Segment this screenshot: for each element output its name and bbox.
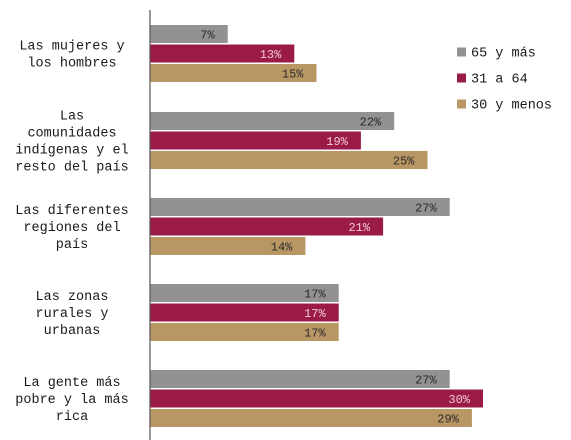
bar bbox=[150, 217, 384, 236]
data-label: 29% bbox=[437, 412, 459, 426]
data-label: 17% bbox=[304, 307, 326, 321]
category-label: Las mujeres y bbox=[19, 40, 124, 55]
category-label: indígenas y el bbox=[15, 144, 128, 159]
bar bbox=[150, 389, 483, 408]
bar bbox=[150, 284, 339, 302]
bars bbox=[150, 25, 483, 427]
data-label: 13% bbox=[260, 48, 282, 62]
bar bbox=[150, 303, 339, 322]
bar bbox=[150, 64, 317, 82]
data-label: 7% bbox=[200, 28, 215, 42]
bar bbox=[150, 323, 339, 341]
bar bbox=[150, 112, 395, 130]
legend-label: 65 y más bbox=[471, 47, 536, 62]
category-label: rica bbox=[56, 410, 88, 425]
legend-label: 31 a 64 bbox=[471, 73, 528, 88]
data-label: 21% bbox=[348, 221, 370, 235]
data-label: 17% bbox=[304, 326, 326, 340]
data-label: 19% bbox=[326, 135, 348, 149]
bar bbox=[150, 237, 306, 255]
data-label: 27% bbox=[415, 201, 437, 215]
category-label: país bbox=[56, 238, 88, 253]
bar bbox=[150, 409, 472, 427]
category-label: pobre y la más bbox=[15, 393, 128, 408]
category-labels: Las mujeres y los hombres Las comunidades in… bbox=[15, 40, 128, 426]
data-label: 27% bbox=[415, 373, 437, 387]
bar bbox=[150, 131, 361, 150]
legend: 65 y más 31 a 64 30 y menos bbox=[457, 47, 552, 114]
data-label: 15% bbox=[282, 67, 304, 81]
category-label: Las zonas bbox=[36, 290, 109, 305]
value-labels: 7% 13%15% 22% 19% 25% 27% 21% 14% 17% 17% 17% 27% 30… bbox=[200, 28, 470, 426]
category-label: resto del país bbox=[15, 161, 128, 176]
category-label: rurales y bbox=[36, 307, 109, 322]
bar bbox=[150, 44, 295, 63]
bar bbox=[150, 25, 228, 43]
data-label: 30% bbox=[448, 393, 470, 407]
category-label: regiones del bbox=[23, 221, 120, 236]
legend-label: 30 y menos bbox=[471, 99, 552, 114]
data-label: 22% bbox=[360, 115, 382, 129]
bar bbox=[150, 198, 450, 216]
data-label: 17% bbox=[304, 287, 326, 301]
category-label: los hombres bbox=[27, 57, 116, 72]
bar bbox=[150, 151, 428, 169]
category-label: comunidades bbox=[27, 127, 116, 142]
category-label: La gente más bbox=[23, 376, 120, 391]
legend-swatch bbox=[457, 99, 466, 109]
data-label: 14% bbox=[271, 240, 293, 254]
category-label: Las bbox=[60, 110, 84, 125]
data-label: 25% bbox=[393, 154, 415, 168]
bar bbox=[150, 370, 450, 388]
category-label: Las diferentes bbox=[15, 204, 128, 219]
legend-swatch bbox=[457, 73, 466, 83]
category-label: urbanas bbox=[44, 324, 101, 339]
legend-swatch bbox=[457, 47, 466, 57]
